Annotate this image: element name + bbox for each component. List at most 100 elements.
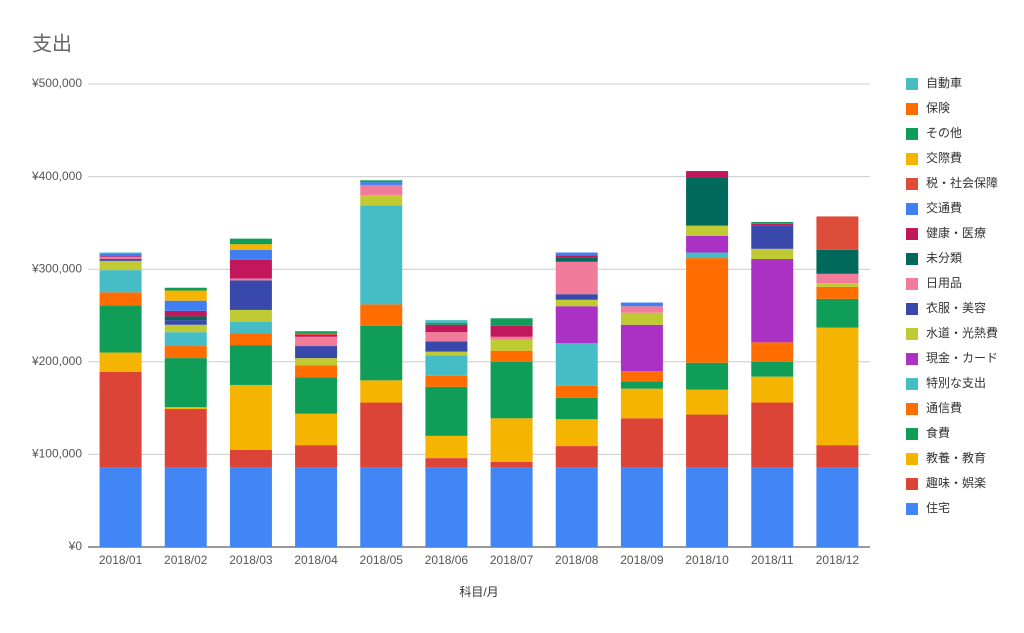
bar-segment (164, 467, 207, 547)
legend-swatch (906, 78, 918, 90)
bar-segment (99, 259, 142, 261)
bar-segment (816, 467, 859, 547)
legend-swatch (906, 278, 918, 290)
bar-segment (555, 252, 598, 256)
bar-segment (751, 259, 794, 343)
legend-label: 交際費 (926, 150, 962, 165)
legend-label: 水道・光熱費 (926, 325, 998, 340)
x-tick-label: 2018/10 (685, 553, 729, 567)
bar-segment (164, 358, 207, 408)
bar-segment (99, 260, 142, 271)
bar-segment (686, 467, 729, 547)
bar-segment (295, 358, 338, 366)
legend-label: 保険 (926, 101, 950, 115)
bar-segment (360, 180, 403, 183)
chart-title: 支出 (32, 32, 72, 55)
x-tick-label: 2018/01 (99, 553, 143, 567)
bar-segment (686, 171, 729, 178)
legend-label: 税・社会保障 (926, 175, 998, 190)
bar-segment (425, 386, 468, 436)
bar-segment (816, 445, 859, 468)
bar-segment (425, 355, 468, 376)
bar-segment (425, 435, 468, 459)
legend-swatch (906, 428, 918, 440)
y-tick-label: ¥500,000 (31, 76, 82, 90)
bar-segment (555, 299, 598, 307)
bar-segment (620, 306, 663, 313)
legend-label: 住宅 (926, 500, 950, 515)
bar-segment (425, 324, 468, 333)
bar-segment (816, 298, 859, 328)
bar-segment (164, 316, 207, 321)
bar-segment (229, 345, 272, 385)
x-tick-label: 2018/04 (294, 553, 338, 567)
bar-segment (99, 305, 142, 353)
bar-segment (99, 352, 142, 372)
bar-segment (490, 318, 533, 326)
bar-segment (620, 302, 663, 307)
bar-segment (295, 467, 338, 547)
legend-swatch (906, 403, 918, 415)
bar-segment (620, 381, 663, 389)
bar-segment (686, 235, 729, 253)
bar-segment (751, 225, 794, 249)
legend-swatch (906, 328, 918, 340)
bar-segment (164, 320, 207, 325)
bar-segment (295, 377, 338, 414)
bar-segment (490, 339, 533, 351)
bar-segment (229, 467, 272, 547)
bar-segment (686, 252, 729, 259)
bar-segment (490, 418, 533, 462)
bar-segment (99, 252, 142, 254)
bar-segment (555, 343, 598, 386)
bar-segment (164, 409, 207, 468)
bar-segment (425, 332, 468, 342)
bar-segment (229, 244, 272, 250)
bar-segment (686, 362, 729, 390)
bar-segment (555, 257, 598, 262)
x-tick-label: 2018/02 (164, 553, 208, 567)
legend-swatch (906, 228, 918, 240)
bar-segment (295, 333, 338, 335)
bar-segment (99, 467, 142, 547)
bar-segment (295, 346, 338, 359)
legend-label: その他 (926, 126, 962, 140)
x-tick-label: 2018/12 (816, 553, 860, 567)
x-tick-label: 2018/09 (620, 553, 664, 567)
bar-segment (686, 225, 729, 236)
bar-segment (620, 371, 663, 382)
bar-segment (751, 248, 794, 260)
bar-segment (751, 221, 794, 224)
bar-segment (490, 361, 533, 419)
bar-segment (99, 257, 142, 260)
bar-segment (490, 350, 533, 362)
bar-segment (164, 310, 207, 317)
bar-segment (816, 273, 859, 284)
bar-segment (555, 385, 598, 398)
legend-swatch (906, 128, 918, 140)
bar-segment (295, 365, 338, 378)
bar-segment (164, 346, 207, 359)
bar-segment (229, 278, 272, 281)
bar-segment (425, 458, 468, 468)
bar-segment (620, 467, 663, 547)
legend-label: 日用品 (926, 276, 962, 290)
bar-segment (620, 312, 663, 325)
bar-segment (686, 389, 729, 415)
bar-segment (620, 324, 663, 372)
bar-segment (295, 334, 338, 337)
y-tick-label: ¥0 (68, 539, 83, 553)
bar-segment (164, 287, 207, 291)
legend-swatch (906, 378, 918, 390)
bar-segment (816, 216, 859, 250)
bar-segment (295, 336, 338, 347)
bar-segment (229, 384, 272, 450)
bar-segment (360, 195, 403, 206)
legend-label: 趣味・娯楽 (926, 475, 986, 490)
bar-segment (360, 380, 403, 403)
legend-label: 特別な支出 (926, 375, 986, 390)
bar-segment (164, 332, 207, 347)
y-tick-label: ¥300,000 (31, 261, 82, 275)
bar-segment (295, 331, 338, 334)
